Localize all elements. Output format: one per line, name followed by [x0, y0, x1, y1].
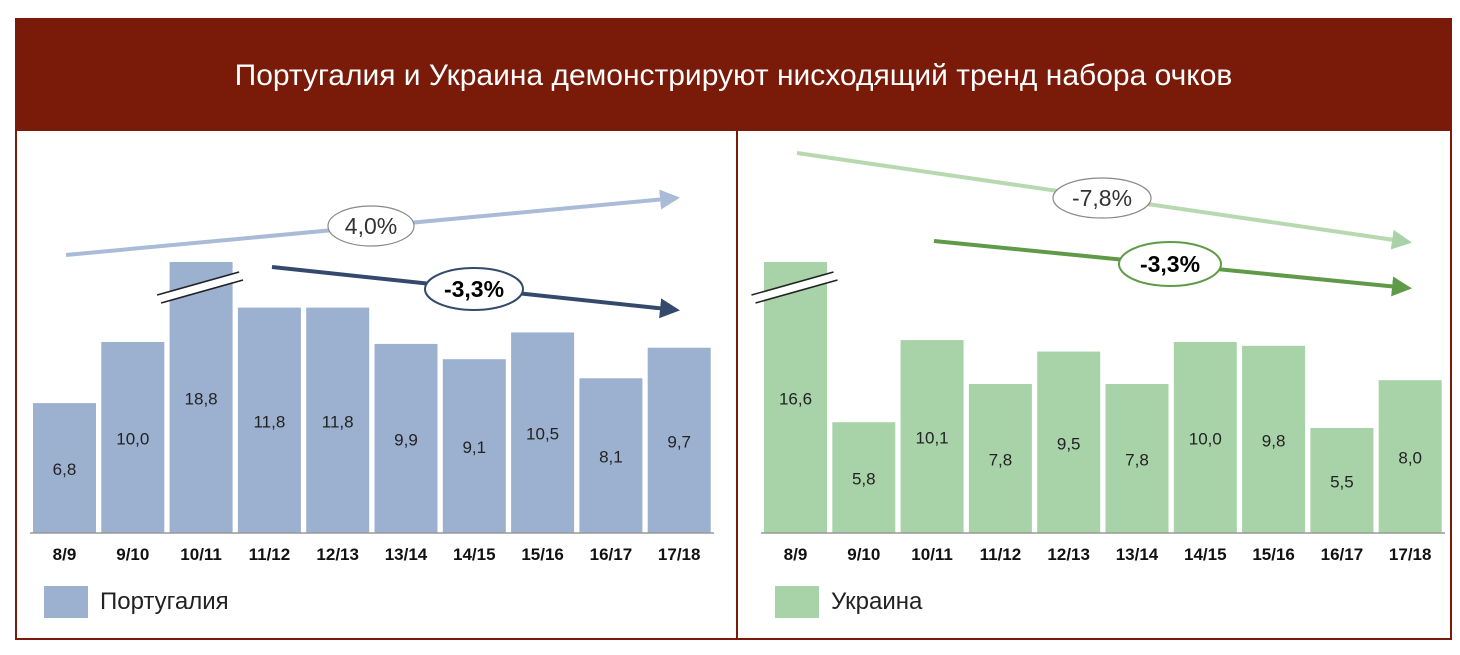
portugal-trend-label-2: -3,3%	[444, 276, 504, 302]
portugal-tick-label: 10/11	[180, 545, 222, 564]
ukraine-value-label: 5,5	[1330, 472, 1354, 491]
ukraine-value-label: 7,8	[1125, 451, 1149, 470]
ukraine-legend-label: Украина	[831, 588, 923, 615]
portugal-value-label: 9,1	[462, 438, 486, 457]
portugal-value-label: 11,8	[322, 412, 354, 431]
ukraine-trend-label-1: -7,8%	[1072, 185, 1132, 211]
ukraine-trend-badge-1	[1052, 177, 1152, 219]
portugal-trend-badge-2	[424, 267, 524, 311]
ukraine-value-label: 5,8	[852, 470, 876, 489]
portugal-chart: 6,8 8/9 10,0 9/10 18,8 10/11 11,8 11/12 11,8 12/1…	[30, 189, 714, 564]
portugal-legend: Португалия	[44, 586, 229, 618]
ukraine-axis-break-line	[751, 271, 834, 296]
portugal-tick-label: 8/9	[53, 545, 77, 564]
portugal-tick-label: 17/18	[658, 545, 701, 564]
portugal-bar-14-15	[442, 359, 506, 533]
ukraine-tick-label: 12/13	[1047, 545, 1090, 564]
ukraine-tick-label: 10/11	[911, 545, 953, 564]
ukraine-value-label: 10,1	[916, 429, 949, 448]
portugal-legend-label: Португалия	[100, 588, 229, 615]
portugal-value-label: 9,9	[394, 430, 418, 449]
portugal-axis-break-line	[156, 271, 240, 296]
ukraine-tick-label: 13/14	[1116, 545, 1159, 564]
portugal-bar-9-10	[101, 342, 165, 533]
ukraine-value-label: 10,0	[1189, 430, 1222, 449]
portugal-bar-8-9	[33, 403, 96, 533]
ukraine-axis-break-line	[755, 279, 838, 304]
ukraine-bar-9-10	[832, 422, 896, 533]
portugal-axis-break-gap	[158, 272, 243, 303]
ukraine-tick-label: 15/16	[1252, 545, 1295, 564]
portugal-value-label: 8,1	[599, 448, 623, 467]
panel-divider	[736, 131, 738, 640]
ukraine-tick-label: 8/9	[784, 545, 808, 564]
ukraine-tick-label: 17/18	[1389, 545, 1432, 564]
ukraine-bar-15-16	[1242, 345, 1306, 533]
ukraine-bar-16-17	[1310, 427, 1374, 533]
ukraine-chart: 16,6 8/9 5,8 9/10 10,1 10/11 7,8 11/12 9,5 12/13 7…	[751, 151, 1445, 564]
portugal-bar-10-11	[169, 262, 233, 533]
portugal-tick-label: 12/13	[316, 545, 359, 564]
portugal-axis-break-line	[160, 279, 244, 304]
ukraine-value-label: 8,0	[1398, 449, 1422, 468]
ukraine-value-label: 9,5	[1057, 434, 1081, 453]
ukraine-axis-break-gap	[752, 272, 837, 303]
portugal-bar-12-13	[306, 307, 370, 533]
page-title: Португалия и Украина демонстрируют нисхо…	[17, 20, 1450, 131]
portugal-tick-label: 9/10	[116, 545, 149, 564]
portugal-bar-17-18	[647, 347, 711, 533]
ukraine-bar-17-18	[1378, 380, 1442, 533]
portugal-tick-label: 16/17	[590, 545, 633, 564]
portugal-tick-label: 15/16	[521, 545, 564, 564]
ukraine-value-label: 16,6	[779, 390, 812, 409]
portugal-tick-label: 14/15	[453, 545, 496, 564]
ukraine-trend-label-2: -3,3%	[1140, 251, 1200, 277]
portugal-trend-label-1: 4,0%	[345, 213, 397, 239]
portugal-value-label: 18,8	[185, 390, 218, 409]
ukraine-legend-swatch	[775, 586, 819, 618]
ukraine-bar-13-14	[1105, 384, 1169, 533]
ukraine-legend: Украина	[775, 586, 922, 618]
portugal-tick-label: 13/14	[385, 545, 428, 564]
ukraine-bar-12-13	[1037, 351, 1101, 533]
ukraine-tick-label: 9/10	[847, 545, 880, 564]
ukraine-bar-11-12	[968, 384, 1032, 533]
portugal-value-label: 9,7	[667, 432, 691, 451]
ukraine-tick-label: 16/17	[1321, 545, 1364, 564]
portugal-value-label: 6,8	[53, 460, 77, 479]
ukraine-trend-badge-2	[1118, 241, 1222, 287]
ukraine-bar-10-11	[900, 340, 964, 533]
portugal-value-label: 10,5	[526, 425, 559, 444]
portugal-value-label: 10,0	[116, 430, 149, 449]
portugal-bar-16-17	[579, 378, 643, 533]
portugal-tick-label: 11/12	[249, 545, 291, 564]
portugal-trend-badge-1	[327, 205, 415, 247]
portugal-value-label: 11,8	[253, 412, 285, 431]
ukraine-value-label: 9,8	[1262, 431, 1286, 450]
portugal-bar-11-12	[237, 307, 301, 533]
ukraine-bar-14-15	[1173, 342, 1237, 533]
portugal-legend-swatch	[44, 586, 88, 618]
ukraine-bar-8-9	[764, 262, 827, 533]
ukraine-tick-label: 14/15	[1184, 545, 1227, 564]
ukraine-tick-label: 11/12	[980, 545, 1022, 564]
portugal-bar-13-14	[374, 343, 438, 533]
portugal-bar-15-16	[511, 332, 575, 533]
ukraine-value-label: 7,8	[989, 451, 1013, 470]
